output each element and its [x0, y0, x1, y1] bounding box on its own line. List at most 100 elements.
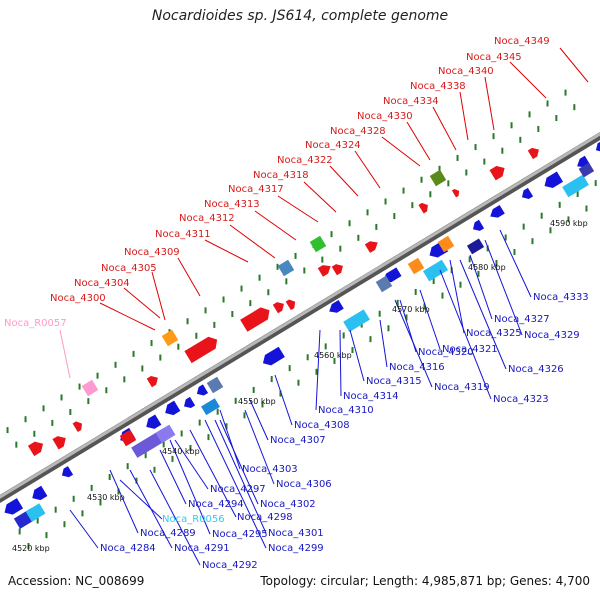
- forward-gene-leader: [406, 121, 431, 161]
- tick-mark: [36, 517, 39, 524]
- gene-block: [155, 424, 176, 444]
- tick-mark: [105, 387, 108, 394]
- reverse-gene-leader: [449, 259, 465, 334]
- gene-label[interactable]: Noca_4303: [242, 464, 298, 475]
- tick-mark: [594, 180, 597, 187]
- gene-label-rna[interactable]: Noca_R0056: [162, 514, 225, 525]
- gene-label[interactable]: Noca_4302: [260, 499, 316, 510]
- tick-mark: [564, 89, 567, 96]
- gene-block: [343, 309, 370, 333]
- tick-mark: [531, 238, 534, 245]
- reverse-gene-arrow: [521, 187, 534, 199]
- gene-label[interactable]: Noca_4309: [124, 247, 180, 258]
- gene-label[interactable]: Noca_4301: [268, 528, 324, 539]
- gene-label[interactable]: Noca_4316: [389, 362, 445, 373]
- feature-square: [429, 169, 447, 187]
- gene-label[interactable]: Noca_4312: [179, 213, 235, 224]
- gene-label[interactable]: Noca_4297: [210, 484, 266, 495]
- gene-label[interactable]: Noca_4338: [410, 81, 466, 92]
- gene-label[interactable]: Noca_4326: [508, 364, 564, 375]
- gene-label[interactable]: Noca_4327: [494, 314, 550, 325]
- reverse-gene-arrow: [329, 300, 344, 313]
- tick-mark: [540, 212, 543, 219]
- kbp-label: 4540 kbp: [162, 447, 200, 456]
- tick-mark: [270, 376, 273, 383]
- gene-label[interactable]: Noca_4292: [202, 560, 258, 571]
- gene-label[interactable]: Noca_4333: [533, 292, 589, 303]
- tick-mark: [357, 234, 360, 241]
- reverse-gene-leader: [315, 329, 321, 411]
- tick-mark: [420, 176, 423, 183]
- gene-label[interactable]: Noca_4311: [155, 229, 211, 240]
- gene-label[interactable]: Noca_4318: [253, 170, 309, 181]
- tick-mark: [567, 216, 570, 223]
- gene-label[interactable]: Noca_4308: [294, 420, 350, 431]
- gene-label[interactable]: Noca_4328: [330, 126, 386, 137]
- gene-label[interactable]: Noca_4345: [466, 52, 522, 63]
- gene-label[interactable]: Noca_4330: [357, 111, 413, 122]
- tick-mark: [294, 252, 297, 259]
- tick-mark: [375, 223, 378, 230]
- gene-label[interactable]: Noca_4329: [524, 330, 580, 341]
- gene-label[interactable]: Noca_4340: [438, 66, 494, 77]
- forward-gene-arrow: [317, 265, 331, 277]
- forward-gene-arrow: [184, 336, 218, 364]
- gene-label[interactable]: Noca_4320: [418, 347, 474, 358]
- tick-mark: [117, 488, 120, 495]
- gene-label[interactable]: Noca_4294: [188, 499, 244, 510]
- kbp-label: 4530 kbp: [87, 493, 125, 502]
- kbp-label: 4580 kbp: [468, 263, 506, 272]
- reverse-gene-leader: [109, 469, 139, 534]
- gene-label[interactable]: Noca_4295: [212, 529, 268, 540]
- reverse-gene-leader: [459, 259, 507, 370]
- tick-mark: [213, 321, 216, 328]
- gene-label[interactable]: Noca_4325: [466, 328, 522, 339]
- reverse-gene-leader: [189, 429, 237, 518]
- tick-mark: [411, 202, 414, 209]
- gene-label[interactable]: Noca_4334: [383, 96, 439, 107]
- gene-label[interactable]: Noca_4315: [366, 376, 422, 387]
- gene-label-rna[interactable]: Noca_R0057: [4, 318, 67, 329]
- reverse-gene-arrow: [490, 204, 505, 218]
- gene-label[interactable]: Noca_4319: [434, 382, 490, 393]
- gene-label[interactable]: Noca_4323: [493, 394, 549, 405]
- gene-label[interactable]: Noca_4284: [100, 543, 156, 554]
- gene-label[interactable]: Noca_4289: [140, 528, 196, 539]
- gene-label[interactable]: Noca_4321: [442, 344, 498, 355]
- reverse-gene-arrow: [184, 396, 196, 409]
- tick-mark: [252, 386, 255, 393]
- tick-mark: [153, 466, 156, 473]
- gene-label[interactable]: Noca_4314: [343, 391, 399, 402]
- reverse-gene-arrow: [595, 140, 600, 152]
- tick-mark: [303, 267, 306, 274]
- gene-label[interactable]: Noca_4324: [305, 140, 361, 151]
- gene-block: [201, 398, 220, 416]
- gene-label[interactable]: Noca_4307: [270, 435, 326, 446]
- tick-mark: [510, 122, 513, 129]
- gene-label[interactable]: Noca_4305: [101, 263, 157, 274]
- feature-square: [81, 379, 99, 397]
- gene-label[interactable]: Noca_4298: [237, 512, 293, 523]
- gene-label[interactable]: Noca_4300: [50, 293, 106, 304]
- gene-label[interactable]: Noca_4310: [318, 405, 374, 416]
- gene-label[interactable]: Noca_4322: [277, 155, 333, 166]
- gene-label[interactable]: Noca_4317: [228, 184, 284, 195]
- gene-label[interactable]: Noca_4299: [268, 543, 324, 554]
- forward-gene-leader: [381, 136, 421, 167]
- tick-mark: [18, 528, 21, 535]
- gene-label[interactable]: Noca_4313: [204, 199, 260, 210]
- forward-gene-leader: [559, 47, 589, 83]
- genome-backbone: [0, 131, 600, 504]
- gene-label[interactable]: Noca_4304: [74, 278, 130, 289]
- tick-mark: [54, 506, 57, 513]
- tick-mark: [159, 354, 162, 361]
- tick-mark: [258, 274, 261, 281]
- tick-mark: [285, 278, 288, 285]
- gene-label[interactable]: Noca_4291: [174, 543, 230, 554]
- forward-gene-arrow: [418, 202, 428, 214]
- gene-label[interactable]: Noca_4349: [494, 36, 550, 47]
- reverse-gene-arrow: [165, 400, 181, 416]
- gene-label[interactable]: Noca_4306: [276, 479, 332, 490]
- gene-block: [25, 503, 46, 522]
